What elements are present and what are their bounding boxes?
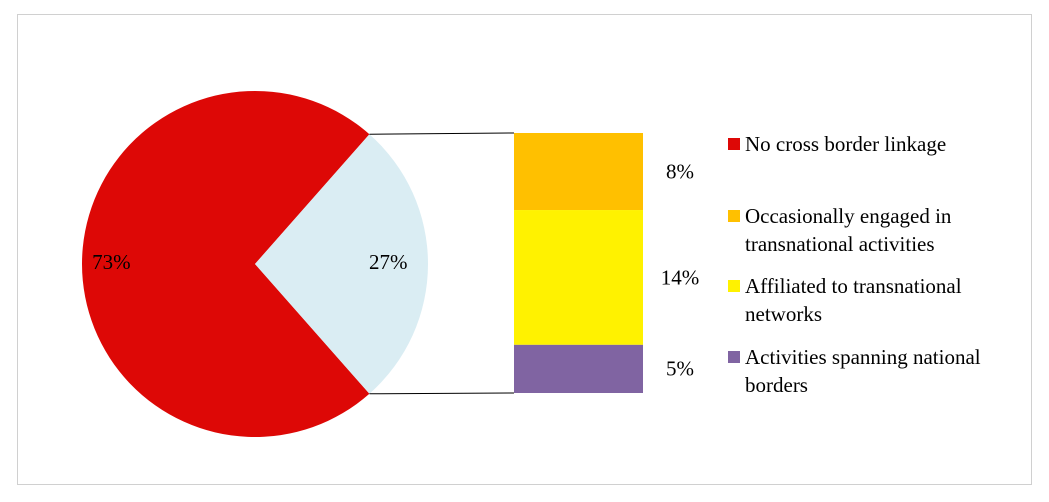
legend-swatch	[728, 351, 740, 363]
pie-slice	[81, 90, 370, 437]
legend-entry: Affiliated to transnational networks	[728, 272, 1028, 328]
connector-line	[369, 132, 515, 135]
legend-label: No cross border linkage	[745, 132, 947, 156]
bar-value-label: 14%	[661, 265, 700, 289]
legend-entry: Occasionally engaged in transnational ac…	[728, 202, 1028, 258]
legend-entry: No cross border linkage	[728, 130, 1028, 158]
bar-segment	[514, 133, 643, 211]
bar-value-label: 5%	[666, 357, 694, 381]
bar-segment	[514, 210, 643, 345]
legend-label: Affiliated to transnational networks	[745, 274, 962, 326]
connector-line	[369, 392, 515, 395]
legend-swatch	[728, 138, 740, 150]
legend-label: Activities spanning national borders	[745, 345, 981, 397]
legend-label: Occasionally engaged in transnational ac…	[745, 204, 952, 256]
legend-swatch	[728, 210, 740, 222]
bar-value-label: 8%	[666, 159, 694, 183]
legend-entry: Activities spanning national borders	[728, 343, 1028, 399]
pie-value-label: 73%	[92, 250, 131, 274]
legend-swatch	[728, 280, 740, 292]
pie-slice	[255, 134, 428, 394]
pie-value-label: 27%	[369, 250, 408, 274]
bar-segment	[514, 344, 643, 393]
